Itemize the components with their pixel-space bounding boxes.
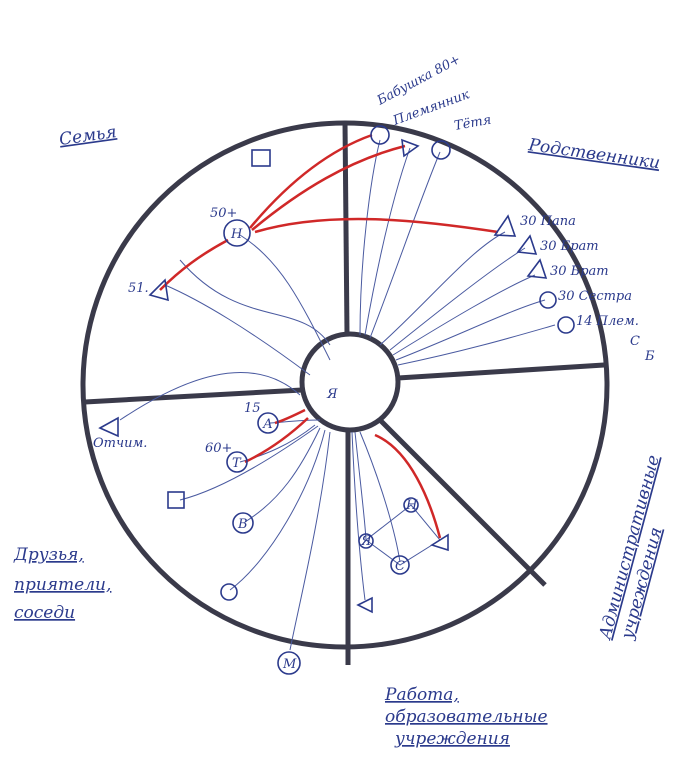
node-label: А (262, 417, 273, 432)
node-label: 30 Сестра (558, 289, 632, 304)
sector-label: учреждения (394, 729, 510, 749)
node-label: 60+ (205, 441, 232, 456)
sector-label: приятели, (14, 575, 111, 595)
node-label: 30 Папа (520, 214, 576, 229)
ecomap: Семья Родственники Административные учре… (0, 0, 681, 771)
node-label: 14 Плем. (576, 314, 639, 329)
node-label: Я (360, 534, 372, 549)
node-label: М (282, 657, 297, 672)
sector-label: Друзья, (13, 545, 84, 565)
node-label: 15 (244, 401, 261, 416)
node-label: Б (644, 349, 655, 364)
sector-label: соседи (14, 603, 75, 623)
node-label: Н (230, 227, 243, 242)
sector-label: образовательные (385, 707, 548, 727)
node-label: В (237, 517, 248, 532)
node-label: С (395, 559, 405, 574)
sector-label: Работа, (384, 685, 459, 705)
node-label: 30 Брат (550, 264, 609, 279)
node-label: Отчим. (93, 436, 147, 451)
node-label: 30 Брат (540, 239, 599, 254)
node-label: 51. (128, 281, 149, 296)
node-label: С (630, 334, 640, 349)
node-label: Н (405, 498, 418, 513)
divider (345, 122, 347, 334)
node-label: Я (326, 387, 338, 402)
background (0, 0, 681, 771)
node-label: Т (232, 456, 242, 471)
node-label: 50+ (210, 206, 237, 221)
